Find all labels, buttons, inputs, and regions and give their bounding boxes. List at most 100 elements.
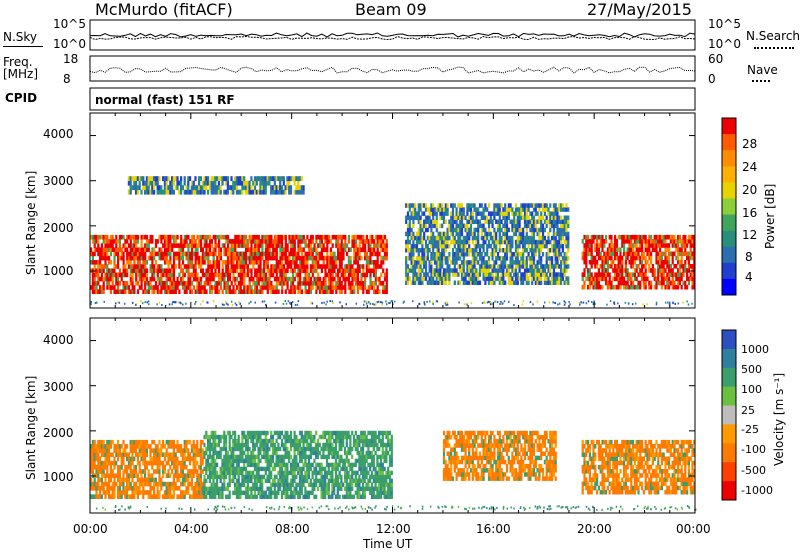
echo-cell	[250, 176, 253, 182]
echo-cell	[594, 280, 597, 286]
echo-cell	[435, 272, 438, 277]
echo-cell	[536, 219, 539, 224]
echo-cell	[373, 303, 376, 306]
echo-cell	[178, 247, 181, 252]
echo-cell	[293, 276, 296, 282]
echo-cell	[153, 460, 156, 466]
echo-cell	[176, 494, 179, 499]
echo-cell	[543, 280, 546, 285]
echo-cell	[218, 276, 221, 282]
echo-cell	[541, 207, 545, 212]
echo-cell	[513, 227, 516, 233]
echo-cell	[376, 234, 379, 240]
echo-cell	[317, 260, 320, 265]
echo-cell	[205, 462, 208, 468]
echo-cell	[444, 235, 447, 241]
echo-cell	[102, 469, 105, 474]
echo-cell	[453, 264, 456, 269]
echo-cell	[320, 251, 323, 257]
echo-cell	[594, 243, 597, 248]
echo-cell	[185, 473, 188, 478]
echo-cell	[245, 289, 248, 294]
echo-cell	[615, 284, 618, 290]
echo-cell	[234, 176, 237, 182]
echo-cell	[333, 260, 336, 265]
echo-cell	[624, 259, 627, 265]
echo-cell	[171, 289, 174, 294]
echo-cell	[498, 203, 501, 208]
echo-cell	[369, 243, 372, 248]
echo-cell	[520, 211, 523, 216]
echo-cell	[385, 239, 388, 244]
echo-cell	[91, 444, 94, 449]
echo-cell	[642, 251, 645, 257]
echo-cell	[185, 243, 188, 248]
echo-cell	[659, 280, 662, 286]
echo-cell	[97, 477, 100, 483]
echo-cell	[596, 239, 599, 244]
echo-cell	[291, 281, 295, 286]
echo-cell	[460, 276, 464, 281]
echo-cell	[338, 243, 341, 248]
echo-cell	[439, 223, 442, 229]
echo-cell	[523, 223, 527, 229]
echo-cell	[201, 285, 204, 290]
echo-cell	[464, 235, 467, 241]
echo-cell	[612, 276, 615, 282]
echo-cell	[529, 301, 532, 304]
echo-cell	[547, 207, 550, 212]
echo-cell	[529, 239, 532, 245]
echo-cell	[468, 207, 471, 212]
echo-cell	[219, 276, 222, 282]
echo-cell	[430, 252, 433, 257]
echo-cell	[300, 255, 304, 261]
echo-cell	[185, 465, 188, 470]
echo-cell	[520, 276, 523, 281]
echo-cell	[689, 234, 692, 240]
echo-cell	[275, 185, 278, 191]
echo-cell	[660, 243, 663, 248]
echo-cell	[419, 207, 422, 212]
echo-cell	[246, 289, 249, 294]
echo-cell	[201, 189, 204, 195]
echo-cell	[172, 180, 175, 186]
echo-cell	[358, 239, 361, 244]
echo-cell	[480, 203, 483, 208]
echo-cell	[187, 473, 190, 478]
echo-cell	[509, 207, 512, 212]
echo-cell	[459, 215, 462, 220]
echo-cell	[405, 272, 408, 277]
echo-cell	[373, 264, 376, 269]
echo-cell	[102, 239, 105, 244]
echo-cell	[245, 260, 248, 265]
echo-cell	[118, 255, 121, 261]
echo-cell	[475, 260, 478, 265]
echo-cell	[297, 264, 300, 269]
echo-cell	[378, 264, 381, 269]
echo-cell	[181, 448, 184, 453]
echo-cell	[630, 251, 633, 257]
echo-cell	[275, 247, 278, 252]
echo-cell	[356, 272, 359, 278]
echo-cell	[153, 452, 156, 457]
echo-cell	[453, 280, 456, 285]
echo-cell	[178, 289, 181, 294]
echo-cell	[369, 272, 372, 278]
echo-cell	[531, 272, 534, 277]
echo-cell	[561, 272, 564, 277]
echo-cell	[108, 490, 111, 495]
echo-cell	[691, 234, 694, 240]
echo-cell	[439, 264, 442, 269]
echo-cell	[532, 207, 536, 212]
echo-cell	[614, 284, 617, 290]
echo-cell	[198, 255, 201, 261]
echo-cell	[432, 215, 435, 220]
echo-cell	[127, 234, 131, 240]
echo-cell	[376, 276, 379, 282]
echo-cell	[673, 251, 676, 257]
echo-cell	[293, 243, 296, 248]
echo-cell	[358, 234, 361, 240]
echo-cell	[412, 239, 415, 245]
echo-cell	[541, 227, 545, 233]
echo-cell	[151, 486, 154, 491]
